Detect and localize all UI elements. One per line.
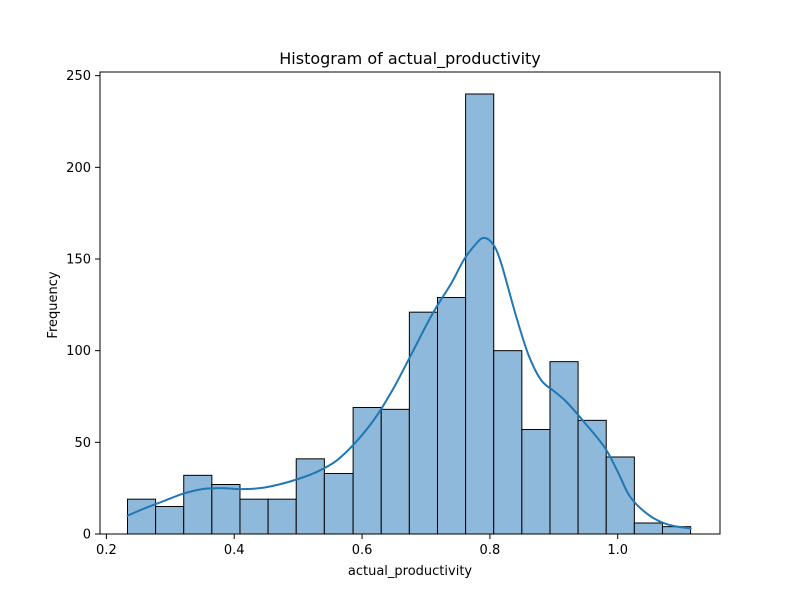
kde-layer (126, 236, 692, 530)
histogram-bar-7 (323, 473, 354, 535)
plot-frame (99, 71, 721, 535)
histogram-bar-2 (183, 474, 213, 535)
y-tick-label: 250 (66, 69, 91, 84)
y-tick-label: 100 (66, 344, 91, 359)
x-tick-label: 1.0 (607, 543, 628, 558)
histogram-bar-18 (633, 522, 663, 535)
x-tick-label: 0.4 (224, 543, 245, 558)
histogram-bar-14 (521, 429, 551, 535)
y-tick-label: 50 (74, 436, 91, 451)
chart-title: Histogram of actual_productivity (279, 49, 541, 69)
y-tick-label: 0 (83, 528, 91, 543)
histogram-bar-10 (408, 311, 438, 535)
histogram-bar-11 (436, 297, 467, 535)
histogram-bar-0 (126, 498, 157, 535)
histogram-bar-1 (155, 506, 185, 535)
x-tick-label: 0.2 (96, 543, 117, 558)
histogram-bar-13 (493, 350, 523, 535)
histogram-bar-4 (239, 498, 269, 535)
x-axis-ticks: 0.2 0.4 0.6 0.8 1.0 (96, 534, 628, 558)
histogram-bar-16 (577, 419, 607, 535)
y-axis-ticks: 0 50 100 150 200 250 (66, 69, 100, 543)
kde-line (126, 236, 692, 530)
histogram-bar-12 (465, 93, 495, 535)
histogram-bar-9 (380, 408, 410, 535)
histogram-bar-3 (211, 484, 241, 535)
y-tick-label: 150 (66, 253, 91, 268)
y-axis-label: Frequency (46, 271, 61, 338)
histogram-bars (126, 93, 692, 535)
histogram-bar-5 (267, 498, 297, 535)
x-tick-label: 0.8 (480, 543, 501, 558)
histogram-bar-15 (549, 361, 579, 535)
x-axis-label: actual_productivity (348, 564, 473, 579)
x-tick-label: 0.6 (352, 543, 373, 558)
histogram-bar-8 (352, 407, 382, 535)
y-tick-label: 200 (66, 161, 91, 176)
